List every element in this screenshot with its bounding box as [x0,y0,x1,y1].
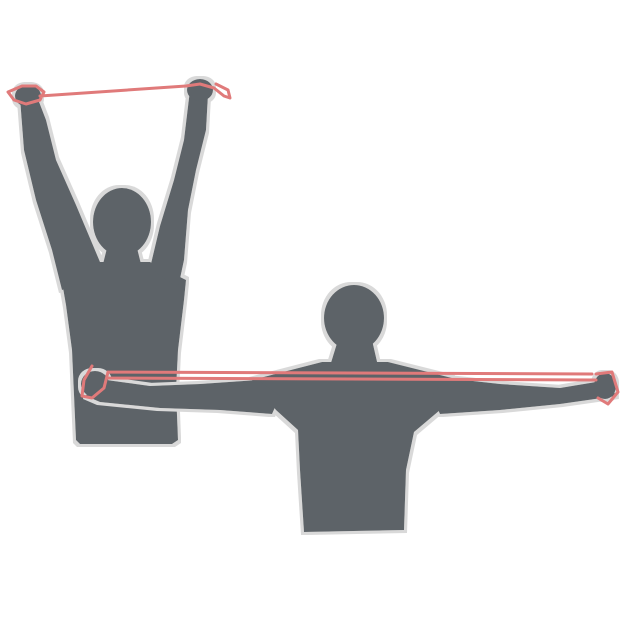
figure-2-right-hand [594,373,616,399]
figure-1-head [93,188,151,256]
resistance-bands [6,82,620,406]
figure-1-right-hand [187,79,213,101]
figure-2-torso [252,362,452,532]
band-overhead [6,82,232,106]
figure-2-left-arm [86,378,280,414]
figure-lateral-pull [81,285,616,532]
figure-1-neck [102,244,142,268]
figure-2-right-arm [432,378,616,414]
band-lateral [80,364,620,406]
figure-1-right-arm [150,90,208,288]
figure-1-left-arm [20,94,100,290]
figure-2-head [324,285,384,351]
figure-2-neck [330,340,378,366]
figure-1-torso [62,262,186,444]
